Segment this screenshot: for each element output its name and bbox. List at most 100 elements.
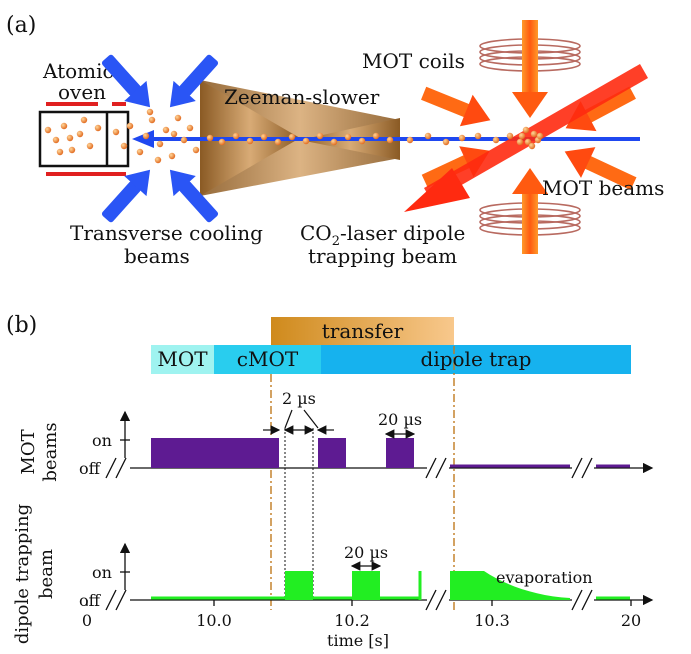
transverse-cooling-arrows xyxy=(101,54,219,223)
mot-coils-label: MOT coils xyxy=(362,49,465,73)
atom-dot xyxy=(442,138,450,146)
atom-dot xyxy=(148,116,156,124)
atom-dot xyxy=(516,138,524,146)
atom-dot xyxy=(232,132,240,140)
transverse-label-1: Transverse cooling xyxy=(70,221,263,245)
mot-off-label: off xyxy=(79,459,102,478)
dipole-ylabel-2: beam xyxy=(36,549,57,599)
atom-dot xyxy=(524,138,532,146)
atom-dot xyxy=(60,122,68,130)
atom-dot xyxy=(206,134,214,142)
phase-transfer-label: transfer xyxy=(321,319,404,343)
phase-cmot-bar xyxy=(214,345,321,374)
atom-dot xyxy=(288,133,296,141)
atom-dot xyxy=(56,148,64,156)
atom-dot xyxy=(86,142,94,150)
atom-dot xyxy=(120,142,128,150)
atom-dot xyxy=(192,146,200,154)
atom-dot xyxy=(76,130,84,138)
atom-dot xyxy=(330,138,338,146)
atom-dot xyxy=(492,136,500,144)
atom-dot xyxy=(44,126,52,134)
atom-dot xyxy=(112,128,120,136)
atom-dot xyxy=(146,108,154,116)
phase-dipole-bar xyxy=(321,345,631,374)
x-tick-2: 10.2 xyxy=(334,611,370,630)
atom-dot xyxy=(136,148,144,156)
atom-dot xyxy=(168,152,176,160)
zeeman-label: Zeeman-slower xyxy=(224,85,380,109)
atom-dot xyxy=(316,132,324,140)
atom-dot xyxy=(80,116,88,124)
axis-break-marks-mot xyxy=(105,457,594,479)
mot-ylabel-2: beams xyxy=(40,422,61,481)
atom-dot xyxy=(218,138,226,146)
beam-direction-arrow xyxy=(132,130,154,148)
atom-dot xyxy=(522,126,530,134)
atom-dot xyxy=(174,114,182,122)
panel-b-label: (b) xyxy=(6,313,37,338)
atom-dot xyxy=(66,134,74,142)
phase-dipole-label: dipole trap xyxy=(420,347,532,371)
annotation-20us-mot: 20 µs xyxy=(378,410,422,429)
atom-dot xyxy=(126,122,134,130)
dipole-off-label: off xyxy=(79,591,102,610)
dipole-ylabel-1: dipole trapping xyxy=(12,504,33,644)
atom-dot xyxy=(246,137,254,145)
atom-dot xyxy=(530,130,538,138)
panel-a-label: (a) xyxy=(6,13,36,38)
atom-dot xyxy=(528,142,536,150)
atom-dot xyxy=(506,132,514,140)
atom-dot xyxy=(52,136,60,144)
atom-dot xyxy=(474,132,482,140)
phase-mot-label: MOT xyxy=(157,347,208,371)
annotation-2us-arrows xyxy=(263,409,334,435)
x-ticks xyxy=(86,600,632,606)
x-tick-0: 0 xyxy=(82,611,92,630)
co2-label-2: trapping beam xyxy=(308,244,457,268)
atom-dot xyxy=(358,137,366,145)
atom-dot xyxy=(458,134,466,142)
atom-dot xyxy=(68,146,76,154)
atoms xyxy=(44,108,544,164)
dipole-beam-plot xyxy=(119,542,654,606)
phase-cmot-label: cMOT xyxy=(236,347,299,371)
atom-dot xyxy=(260,133,268,141)
atom-dot xyxy=(180,136,188,144)
atom-dot xyxy=(372,132,380,140)
axis-break-marks-dipole xyxy=(105,589,594,611)
oven-label-2: oven xyxy=(58,80,106,104)
mot-beams-plot xyxy=(119,410,654,474)
dipole-on-label: on xyxy=(92,563,112,582)
atom-dot xyxy=(386,136,394,144)
atom-dot xyxy=(94,124,102,132)
co2-label-1: CO2-laser dipole xyxy=(300,221,465,249)
x-tick-3: 10.3 xyxy=(474,611,510,630)
atom-dot xyxy=(344,133,352,141)
atom-dot xyxy=(302,137,310,145)
atom-dot xyxy=(186,124,194,132)
atom-dot xyxy=(518,132,526,140)
mot-ylabel-1: MOT xyxy=(18,429,39,474)
phase-transfer-bar xyxy=(271,317,454,346)
atom-dot xyxy=(154,156,162,164)
atom-dot xyxy=(142,132,150,140)
phase-mot-bar xyxy=(151,345,214,374)
transverse-label-2: beams xyxy=(124,244,190,268)
annotation-20us-dipole: 20 µs xyxy=(344,543,388,562)
mot-on-label: on xyxy=(92,431,112,450)
x-tick-1: 10.0 xyxy=(196,611,232,630)
x-axis-label: time [s] xyxy=(327,631,389,650)
annotation-2us: 2 µs xyxy=(282,389,316,408)
atom-dot xyxy=(274,138,282,146)
atom-dot xyxy=(162,126,170,134)
atom-dot xyxy=(170,130,178,138)
evaporation-label: evaporation xyxy=(496,568,593,587)
oven-label-1: Atomic xyxy=(42,59,114,83)
atom-dot xyxy=(424,132,432,140)
atom-dot xyxy=(536,132,544,140)
atom-dot xyxy=(156,140,164,148)
x-tick-4: 20 xyxy=(621,611,641,630)
atom-dot xyxy=(406,136,414,144)
